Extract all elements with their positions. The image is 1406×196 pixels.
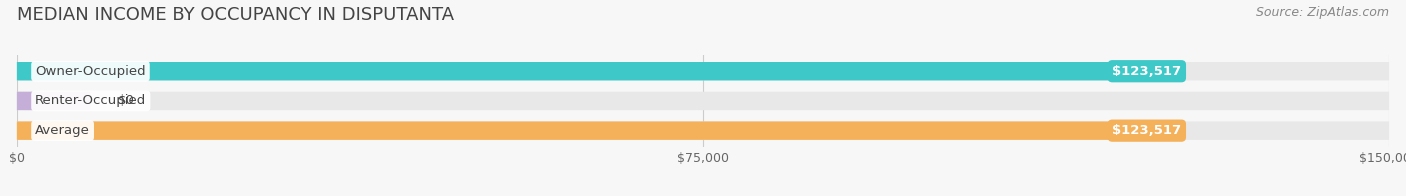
Text: Source: ZipAtlas.com: Source: ZipAtlas.com bbox=[1256, 6, 1389, 19]
Text: $123,517: $123,517 bbox=[1112, 65, 1181, 78]
Text: Owner-Occupied: Owner-Occupied bbox=[35, 65, 146, 78]
Text: Renter-Occupied: Renter-Occupied bbox=[35, 94, 146, 107]
Text: $0: $0 bbox=[118, 94, 135, 107]
FancyBboxPatch shape bbox=[17, 92, 1389, 110]
Text: MEDIAN INCOME BY OCCUPANCY IN DISPUTANTA: MEDIAN INCOME BY OCCUPANCY IN DISPUTANTA bbox=[17, 6, 454, 24]
FancyBboxPatch shape bbox=[17, 62, 1147, 80]
Text: $123,517: $123,517 bbox=[1112, 124, 1181, 137]
Text: Average: Average bbox=[35, 124, 90, 137]
FancyBboxPatch shape bbox=[17, 122, 1389, 140]
FancyBboxPatch shape bbox=[17, 122, 1147, 140]
FancyBboxPatch shape bbox=[17, 92, 90, 110]
FancyBboxPatch shape bbox=[17, 62, 1389, 80]
